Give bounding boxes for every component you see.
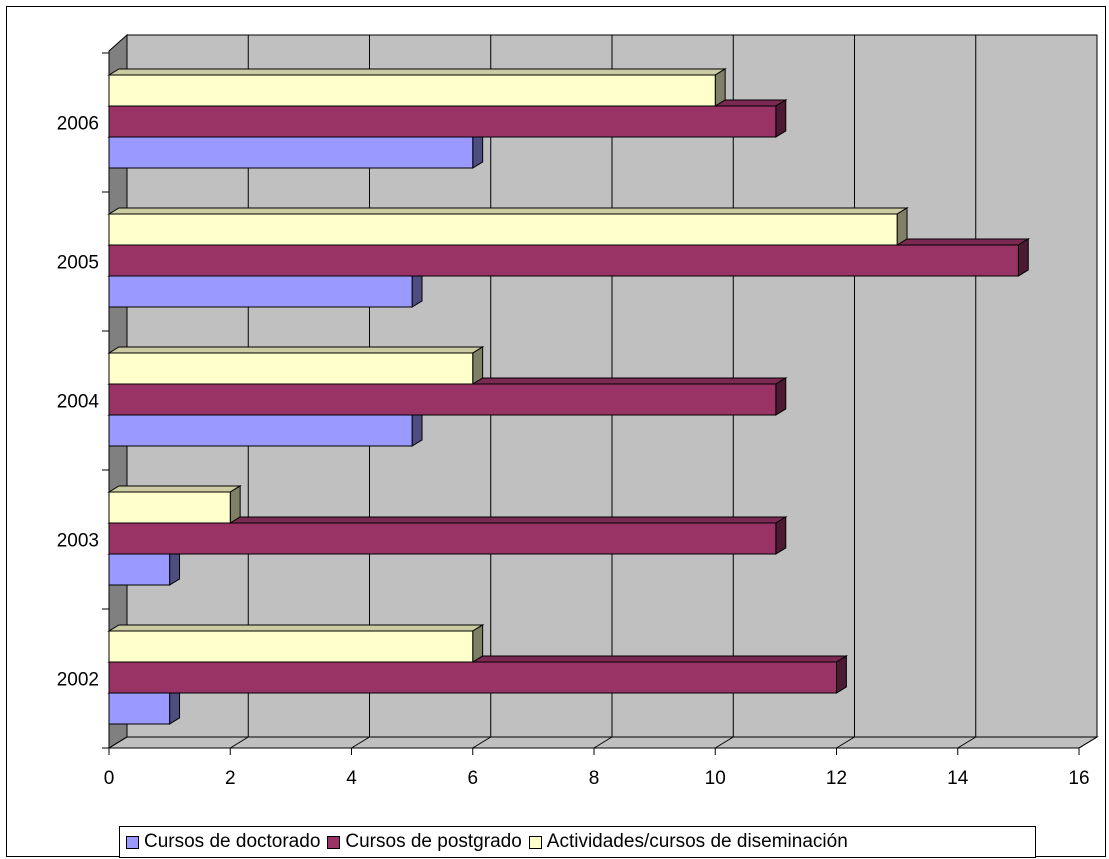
- bar-2005-s2-side: [896, 207, 908, 246]
- bar-2002-s1-side: [836, 655, 847, 694]
- floor-gridline: [714, 736, 734, 749]
- bar-2006-s2: [108, 74, 716, 107]
- floor-gridline: [108, 736, 128, 749]
- bar-2005-s1: [108, 244, 1019, 277]
- bar-2002-s2-top: [107, 624, 485, 632]
- floor-gridline: [472, 736, 492, 749]
- bar-2004-s1-side: [775, 377, 787, 416]
- x-tick-label: 4: [346, 768, 357, 789]
- bar-2003-s2-top: [107, 485, 242, 493]
- y-tick-label: 2003: [57, 531, 99, 552]
- legend-label: Cursos de doctorado: [144, 831, 321, 852]
- floor-gridline: [593, 736, 613, 749]
- bar-2003-s2-side: [229, 485, 241, 524]
- y-tick-label: 2005: [57, 253, 99, 274]
- bar-2006-s0: [108, 136, 474, 169]
- bar-2006-s1: [108, 105, 777, 138]
- x-tick-label: 2: [225, 768, 236, 789]
- y-tick-label: 2006: [57, 114, 99, 135]
- legend-swatch: [126, 835, 139, 849]
- x-tick-label: 16: [1068, 768, 1089, 789]
- bar-2002-s1: [108, 661, 837, 694]
- bar-2004-s2-top: [107, 346, 485, 354]
- bar-chart: 0 2 4 6 8 10 12 14 16 2002 2003 2004 2005 2006: [57, 33, 1099, 790]
- bar-2006-s2-top: [107, 68, 727, 76]
- legend: Cursos de doctorado Cursos de postgrado Ac…: [119, 826, 1036, 858]
- floor-gridline: [1078, 736, 1098, 749]
- bar-2005-s0: [108, 275, 413, 308]
- y-tick-label: 2004: [57, 392, 100, 413]
- bar-2003-s0: [108, 553, 171, 586]
- legend-label: Cursos de postgrado: [345, 831, 522, 852]
- floor-gridline: [229, 736, 249, 749]
- legend-item: Cursos de doctorado: [126, 831, 320, 853]
- bar-2003-s1-side: [775, 516, 787, 555]
- legend-item: Cursos de postgrado: [327, 831, 522, 853]
- bar-2003-s1: [108, 522, 777, 555]
- x-tick-label: 10: [705, 768, 726, 789]
- bar-2005-s2: [108, 213, 898, 246]
- bar-2004-s0: [108, 414, 413, 447]
- bar-2004-s1: [108, 383, 777, 416]
- floor-gridline: [351, 736, 370, 749]
- bar-2002-s2-side: [472, 624, 484, 663]
- bar-2003-s2: [108, 491, 231, 524]
- x-tick-label: 14: [947, 768, 969, 789]
- bar-2006-s2-side: [714, 68, 726, 107]
- bar-2002-s0: [108, 692, 171, 725]
- legend-label: Actividades/cursos de diseminación: [546, 831, 848, 852]
- bar-2004-s2-side: [472, 346, 484, 385]
- x-tick-label: 6: [467, 768, 478, 789]
- bar-2004-s2: [108, 352, 474, 385]
- x-tick-label: 12: [826, 768, 847, 789]
- legend-swatch: [327, 835, 341, 849]
- y-tick-label: 2002: [57, 670, 99, 691]
- bar-2005-s1-side: [1017, 238, 1029, 277]
- bars: [107, 68, 1031, 725]
- chart-area: 0 2 4 6 8 10 12 14 16 2002 2003 2004 2005 2006 Cursos…: [6, 6, 1106, 858]
- legend-swatch: [528, 835, 542, 849]
- tick-labels: 0 2 4 6 8 10 12 14 16 2002 2003 2004 2005 2006: [57, 114, 1090, 790]
- bar-2002-s2: [108, 630, 474, 663]
- bar-2005-s2-top: [107, 207, 909, 215]
- x-tick-label: 0: [104, 768, 115, 789]
- bar-2006-s1-side: [775, 99, 787, 138]
- axes: [102, 51, 1080, 755]
- floor-gridline: [957, 736, 977, 749]
- legend-item: Actividades/cursos de diseminación: [528, 831, 848, 853]
- x-tick-label: 8: [589, 768, 600, 789]
- floor-gridline: [836, 736, 855, 749]
